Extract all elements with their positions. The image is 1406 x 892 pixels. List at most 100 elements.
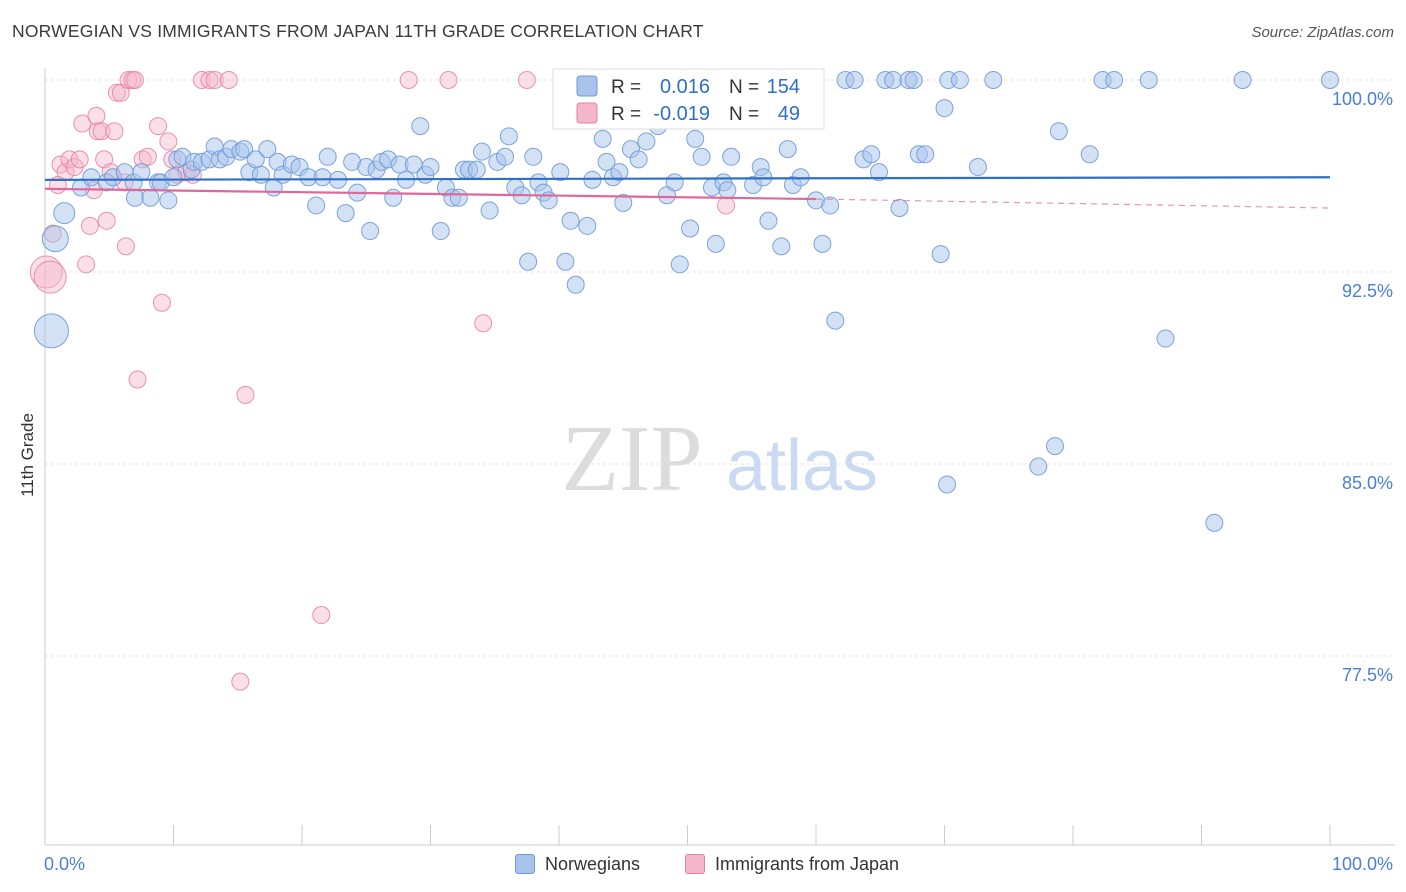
data-point-norwegians [884,71,903,89]
data-point-norwegians [141,188,160,207]
y-tick-label: 100.0% [1332,89,1393,109]
x-tick-labels: 0.0% 100.0% [44,854,1393,874]
data-point-norwegians [931,245,950,264]
watermark-zip: ZIP [562,407,703,511]
data-point-norwegians [629,150,648,169]
data-point-immigrants-from-japan [439,71,458,89]
data-point-norwegians [984,71,1003,89]
data-point-immigrants-from-japan [128,370,147,389]
legend-label-immigrants-from-japan: Immigrants from Japan [715,853,900,874]
data-point-norwegians [665,173,684,192]
y-tick-label: 77.5% [1342,665,1393,685]
trend-line-extension-immigrants-from-japan [815,198,1331,209]
data-point-norwegians [686,129,705,148]
data-point-norwegians [670,255,689,274]
trend-line-immigrants-from-japan [44,187,817,201]
data-point-immigrants-from-japan [33,260,67,294]
data-point-immigrants-from-japan [70,150,89,169]
legend-r-value-2: -0.019 [653,103,710,125]
data-point-norwegians [1205,513,1224,532]
data-point-norwegians [916,145,935,164]
data-point-immigrants-from-japan [107,83,126,102]
data-point-norwegians [82,168,101,187]
data-point-immigrants-from-japan [29,255,63,289]
data-point-immigrants-from-japan [149,117,168,136]
data-point-immigrants-from-japan [73,114,92,133]
data-point-norwegians [421,158,440,177]
y-tick-label: 92.5% [1342,281,1393,301]
data-point-norwegians [1156,329,1175,348]
y-tick-labels: 100.0% 92.5% 85.0% 77.5% [1332,89,1393,685]
data-point-immigrants-from-japan [119,71,138,89]
data-point-norwegians [33,313,69,349]
legend-r-label-2: R = [611,104,641,125]
data-point-immigrants-from-japan [517,71,536,89]
legend-swatch-blue [576,75,598,97]
data-point-immigrants-from-japan [138,147,157,166]
data-point-immigrants-from-japan [80,216,99,235]
legend-r-label-1: R = [611,77,641,98]
data-point-norwegians [53,202,76,225]
data-point-immigrants-from-japan [236,385,255,404]
data-point-immigrants-from-japan [97,211,116,230]
chart-title: NORWEGIAN VS IMMIGRANTS FROM JAPAN 11TH … [12,21,704,41]
series-norwegians [33,71,1339,532]
data-point-norwegians [1080,145,1099,164]
data-point-immigrants-from-japan [192,71,211,89]
data-point-norwegians [467,160,486,179]
data-point-norwegians [706,234,725,253]
correlation-legend: R = 0.016 N = 154 R = -0.019 N = 49 [552,68,825,130]
data-point-norwegians [968,158,987,177]
data-point-norwegians [313,168,332,187]
data-point-norwegians [869,163,888,182]
data-point-norwegians [125,188,144,207]
watermark-atlas: atlas [726,426,878,506]
data-point-immigrants-from-japan [205,71,224,89]
legend-n-label-2: N = [729,104,759,125]
data-point-norwegians [826,311,845,330]
data-point-norwegians [593,129,612,148]
data-point-norwegians [235,140,254,159]
data-point-norwegians [384,188,403,207]
data-point-norwegians [821,196,840,215]
data-point-norwegians [472,142,491,161]
data-point-norwegians [637,132,656,151]
data-point-norwegians [480,201,499,220]
data-point-immigrants-from-japan [116,237,135,256]
source-credit: Source: ZipAtlas.com [1251,24,1394,41]
data-point-norwegians [431,222,450,241]
legend-n-value-2: 49 [778,103,800,125]
data-point-norwegians [578,216,597,235]
data-point-norwegians [845,71,864,89]
data-point-norwegians [132,163,151,182]
data-point-immigrants-from-japan [105,122,124,141]
data-point-immigrants-from-japan [717,196,736,215]
data-point-norwegians [772,237,791,256]
data-point-immigrants-from-japan [231,672,250,691]
data-point-immigrants-from-japan [219,71,238,89]
legend-label-norwegians: Norwegians [545,853,641,874]
data-point-immigrants-from-japan [399,71,418,89]
data-point-norwegians [935,99,954,118]
legend-n-label-1: N = [729,77,759,98]
data-point-norwegians [551,163,570,182]
data-point-norwegians [950,71,969,89]
data-point-norwegians [754,168,773,187]
watermark: ZIP atlas [562,407,879,511]
data-point-norwegians [1233,71,1252,89]
data-point-immigrants-from-japan [159,132,178,151]
data-point-norwegians [904,71,923,89]
data-point-immigrants-from-japan [474,314,493,333]
data-point-immigrants-from-japan [200,71,219,89]
data-point-norwegians [759,211,778,230]
data-point-norwegians [692,147,711,166]
x-tick-label: 100.0% [1332,854,1393,874]
data-point-norwegians [610,163,629,182]
data-point-norwegians [718,181,737,200]
data-point-norwegians [318,147,337,166]
data-point-norwegians [251,165,270,184]
data-point-norwegians [258,140,277,159]
data-point-norwegians [1049,122,1068,141]
data-point-norwegians [41,225,69,253]
